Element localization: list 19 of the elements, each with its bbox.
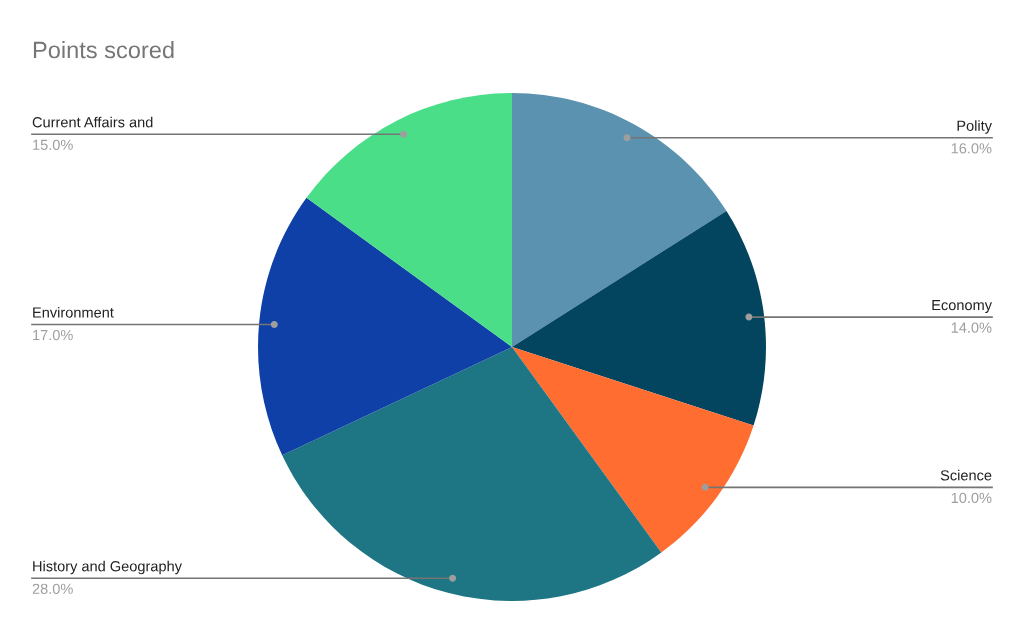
data-label: 17.0% xyxy=(33,329,73,341)
pie-slice xyxy=(512,347,754,553)
pie-slice xyxy=(282,347,662,601)
data-label: 14.0% xyxy=(951,322,992,333)
data-label: 10.0% xyxy=(951,492,992,504)
pie-slice xyxy=(512,93,727,347)
pie-slice xyxy=(306,93,512,347)
slice-label: Science xyxy=(940,469,992,481)
data-label: 16.0% xyxy=(951,143,992,154)
slice-label: Polity xyxy=(957,120,992,134)
chart-title: Points scored xyxy=(33,41,174,59)
slice-label: History and Geography xyxy=(33,560,182,575)
pie-slice xyxy=(258,197,512,456)
slice-label: Environment xyxy=(33,306,114,318)
slice-label: Economy xyxy=(932,300,992,314)
data-label: 28.0% xyxy=(32,583,73,594)
slice-label: Current Affairs and xyxy=(32,116,153,128)
data-label: 15.0% xyxy=(33,139,73,150)
pie-slice xyxy=(512,210,766,426)
